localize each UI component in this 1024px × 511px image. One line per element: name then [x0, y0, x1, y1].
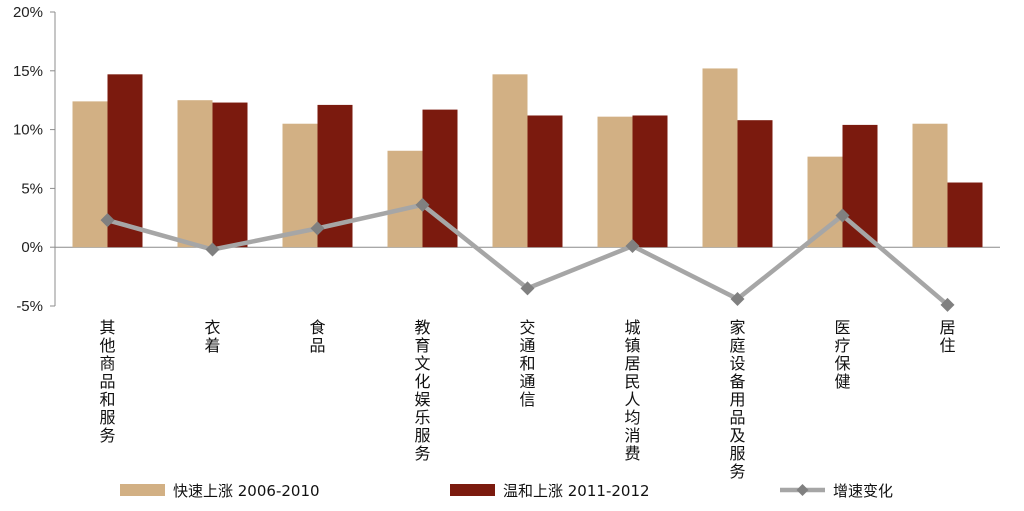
bar-fast-rise	[282, 123, 318, 248]
bar-moderate-rise	[947, 182, 983, 248]
legend-growth-change-marker	[796, 484, 809, 496]
bar-moderate-rise	[632, 115, 668, 248]
y-tick-label: 10%	[13, 122, 43, 139]
y-tick-label: -5%	[16, 298, 43, 315]
legend-fast-rise-swatch	[120, 484, 165, 496]
growth-change-point	[205, 242, 220, 257]
growth-change-point	[625, 239, 640, 254]
x-category-label: 交通和通信	[519, 318, 535, 409]
bar-moderate-rise	[527, 115, 563, 248]
x-category-label: 城镇居民人均消费	[624, 318, 640, 463]
bar-fast-rise	[72, 101, 108, 248]
bar-fast-rise	[912, 123, 948, 248]
y-tick-label: 15%	[13, 63, 43, 80]
legend-fast-rise-label: 快速上涨 2006-2010	[173, 482, 320, 500]
bar-moderate-rise	[212, 102, 248, 248]
bar-fast-rise	[387, 150, 423, 248]
x-category-label: 居住	[939, 318, 955, 355]
growth-change-point	[730, 291, 745, 306]
x-category-label: 食品	[309, 318, 325, 355]
bar-fast-rise	[597, 116, 633, 248]
bar-moderate-rise	[737, 120, 773, 248]
growth-change-point	[835, 208, 850, 223]
x-category-label: 其他商品和服务	[99, 318, 115, 445]
bars	[72, 68, 983, 248]
x-category-label: 医疗保健	[834, 318, 850, 391]
bar-moderate-rise	[422, 109, 458, 248]
growth-change-point	[100, 213, 115, 228]
x-category-label: 教育文化娱乐服务	[414, 318, 430, 463]
growth-change-point	[310, 221, 325, 236]
growth-change-point	[415, 197, 430, 212]
growth-change-point	[940, 297, 955, 312]
legend-growth-change-label: 增速变化	[833, 482, 893, 500]
bar-fast-rise	[702, 68, 738, 248]
y-tick-label: 0%	[21, 239, 43, 256]
y-tick-label: 20%	[13, 4, 43, 21]
bar-moderate-rise	[107, 74, 143, 248]
legend-moderate-rise-label: 温和上涨 2011-2012	[503, 482, 650, 500]
bar-fast-rise	[492, 74, 528, 248]
x-category-label: 家庭设备用品及服务	[729, 318, 745, 481]
x-category-label: 衣着	[204, 318, 220, 355]
category-labels: 其他商品和服务 衣着 食品 教育文化娱乐服务 交通和通信 城镇居民人均消费 家庭设备用品及服…	[99, 318, 955, 481]
legend: 快速上涨 2006-2010 温和上涨 2011-2012 增速变化	[120, 482, 893, 500]
bar-fast-rise	[177, 100, 213, 248]
y-tick-label: 5%	[21, 180, 43, 197]
bar-moderate-rise	[842, 124, 878, 248]
growth-change-point	[520, 281, 535, 296]
legend-moderate-rise-swatch	[450, 484, 495, 496]
growth-change-line	[100, 197, 955, 312]
bar-fast-rise	[807, 156, 843, 248]
